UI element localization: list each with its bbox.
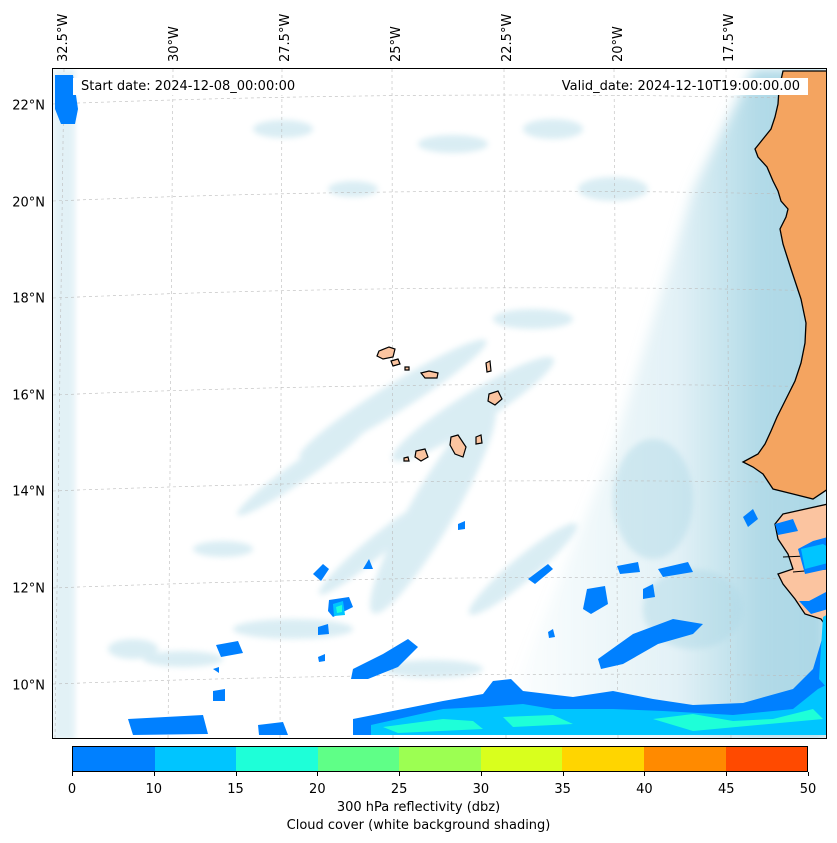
land-south xyxy=(774,503,826,628)
colorbar-tick-label: 35 xyxy=(554,782,571,797)
lon-label: 32.5°W xyxy=(56,13,71,62)
lat-label: 22°N xyxy=(12,98,45,114)
cloud-cover-layer xyxy=(53,69,826,738)
colorbar-segment xyxy=(154,747,237,771)
colorbar-tick-label: 40 xyxy=(636,782,653,797)
colorbar-segment xyxy=(562,747,644,771)
colorbar-tick-mark xyxy=(317,772,319,776)
reflectivity-layer xyxy=(55,75,826,735)
colorbar-tick-label: 45 xyxy=(717,782,735,797)
colorbar-tick-mark xyxy=(399,772,401,776)
colorbar-tick-mark xyxy=(153,772,155,776)
island-sao-nicolau xyxy=(419,370,439,379)
island-santa-luzia xyxy=(404,366,410,371)
island-sao-vicente xyxy=(390,358,401,367)
island-santo-antao xyxy=(376,346,396,360)
lon-label: 25°W xyxy=(389,26,404,62)
map-canvas xyxy=(53,69,826,738)
colorbar-segment xyxy=(725,747,808,771)
colorbar-segment xyxy=(236,747,318,771)
map-panel: Start date: 2024-12-08_00:00:00 Valid_da… xyxy=(52,68,827,739)
lat-label: 20°N xyxy=(12,195,45,211)
colorbar-segment xyxy=(73,747,155,771)
colorbar-tick-label: 20 xyxy=(309,782,326,797)
colorbar-tick-mark xyxy=(644,772,646,776)
lon-label: 27.5°W xyxy=(278,13,293,62)
colorbar-tick-label: 15 xyxy=(227,782,244,797)
colorbar-tick-label: 50 xyxy=(799,782,817,797)
colorbar-segment xyxy=(643,747,726,771)
island-maio xyxy=(475,434,483,445)
african-coast xyxy=(741,70,826,628)
island-brava xyxy=(403,456,410,462)
lon-label: 20°W xyxy=(611,26,626,62)
valid-date-label: Valid_date: 2024-12-10T19:00:00.00 xyxy=(553,78,808,95)
island-fogo xyxy=(414,448,429,462)
lon-label: 30°W xyxy=(167,26,182,62)
colorbar-tick-label: 0 xyxy=(67,782,77,797)
colorbar-tick-mark xyxy=(726,772,728,776)
colorbar-tick-label: 25 xyxy=(390,782,408,797)
lat-label: 16°N xyxy=(12,388,45,404)
lon-label: 17.5°W xyxy=(722,13,737,62)
colorbar-label-cloud-cover: Cloud cover (white background shading) xyxy=(286,818,551,833)
colorbar-segment xyxy=(480,747,563,771)
colorbar-tick-mark xyxy=(235,772,237,776)
cape-verde-islands xyxy=(376,346,503,462)
colorbar-label-reflectivity: 300 hPa reflectivity (dbz) xyxy=(336,800,501,815)
colorbar-tick-mark xyxy=(72,772,73,776)
colorbar-segment xyxy=(317,747,400,771)
colorbar-tick-mark xyxy=(480,772,482,776)
lat-label: 18°N xyxy=(12,291,45,307)
colorbar-tick-mark xyxy=(808,772,809,776)
reflectivity-colorbar xyxy=(72,746,808,772)
lon-label: 22.5°W xyxy=(500,13,515,62)
graticule xyxy=(53,69,826,738)
colorbar-segment xyxy=(399,747,481,771)
island-sal xyxy=(485,360,492,373)
colorbar-tick-label: 10 xyxy=(145,782,163,797)
colorbar-tick-mark xyxy=(562,772,564,776)
lat-label: 12°N xyxy=(12,581,45,597)
lat-label: 10°N xyxy=(12,678,45,694)
lat-label: 14°N xyxy=(12,484,45,500)
island-boa-vista xyxy=(487,390,503,406)
start-date-label: Start date: 2024-12-08_00:00:00 xyxy=(73,78,304,95)
land-desert xyxy=(741,70,826,500)
colorbar-tick-label: 30 xyxy=(472,782,490,797)
island-santiago xyxy=(449,434,467,458)
